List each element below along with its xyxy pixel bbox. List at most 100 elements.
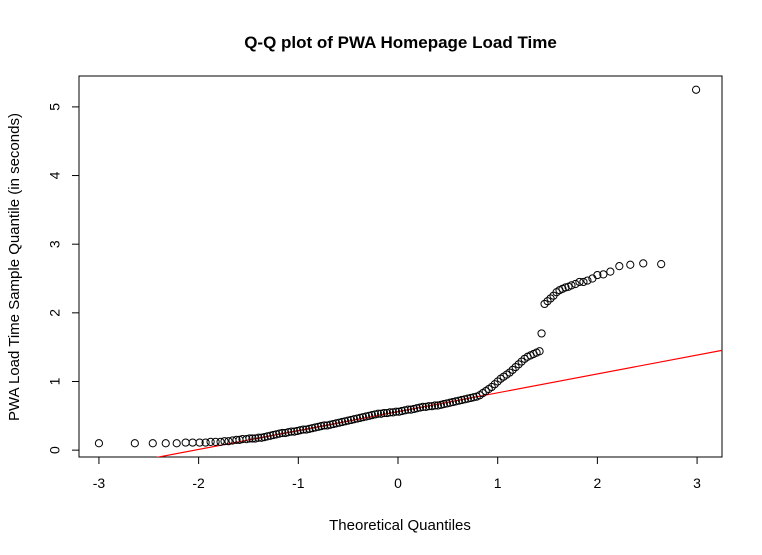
data-point: [397, 406, 407, 416]
data-point: [457, 395, 466, 405]
data-point: [323, 421, 332, 430]
data-point: [430, 401, 439, 410]
data-point: [424, 402, 434, 411]
data-point: [454, 396, 463, 405]
data-point: [376, 409, 386, 418]
data-point: [505, 368, 514, 377]
data-point: [514, 360, 523, 369]
y-tick-label: 2: [47, 309, 63, 317]
data-point: [657, 259, 666, 269]
data-point: [290, 427, 299, 436]
data-point: [567, 281, 576, 290]
data-point: [593, 270, 602, 280]
data-point: [517, 357, 526, 366]
data-point: [535, 347, 544, 356]
data-point: [206, 437, 215, 446]
data-point: [463, 394, 472, 403]
data-point: [335, 418, 344, 427]
x-tick-label: -3: [93, 475, 106, 491]
data-point: [94, 439, 104, 448]
data-point: [442, 399, 451, 408]
data-point: [373, 409, 383, 418]
data-point: [418, 402, 428, 411]
x-axis: -3 -2 -1 0 1 2 3: [93, 456, 701, 491]
data-point: [406, 405, 416, 414]
data-point: [362, 412, 371, 421]
reference-line-group: [155, 349, 722, 457]
data-point: [338, 417, 347, 427]
y-tick-label: 3: [47, 240, 63, 248]
data-point: [269, 430, 278, 440]
data-point: [691, 85, 701, 94]
data-point: [211, 437, 220, 446]
data-point: [427, 402, 437, 411]
data-point: [583, 276, 592, 285]
data-point: [224, 437, 233, 446]
data-point: [460, 395, 469, 404]
data-point: [490, 380, 499, 389]
qq-reference-line: [155, 349, 722, 457]
data-point: [639, 259, 648, 268]
data-point: [421, 402, 431, 411]
data-point: [344, 416, 353, 425]
data-point: [433, 401, 442, 410]
data-point: [370, 410, 380, 419]
data-point: [543, 297, 552, 306]
data-point: [260, 432, 269, 442]
data-point: [161, 439, 170, 448]
data-point: [305, 424, 314, 433]
data-point: [400, 406, 410, 415]
data-point: [216, 437, 225, 446]
chart-title: Q-Q plot of PWA Homepage Load Time: [244, 33, 557, 52]
data-point: [293, 426, 302, 436]
data-point: [599, 270, 608, 279]
data-point: [281, 428, 290, 438]
data-point: [245, 434, 254, 443]
data-point: [493, 377, 502, 386]
data-point: [359, 413, 368, 422]
data-point: [403, 405, 413, 414]
data-point: [347, 415, 356, 425]
data-point: [540, 299, 549, 309]
plot-box: [78, 75, 723, 458]
data-point: [326, 420, 335, 429]
x-tick-label: -1: [292, 475, 305, 491]
data-point: [579, 277, 588, 287]
data-point: [257, 433, 266, 442]
data-point: [284, 428, 293, 437]
data-point: [220, 437, 229, 446]
data-point: [148, 439, 157, 448]
data-point: [445, 398, 454, 407]
data-point: [201, 438, 210, 447]
data-point: [385, 408, 395, 417]
data-point: [332, 419, 341, 428]
data-point: [188, 438, 197, 447]
data-point: [561, 283, 570, 292]
x-tick-label: 3: [693, 475, 701, 491]
y-tick-label: 0: [47, 446, 63, 454]
data-point: [251, 434, 260, 443]
data-point: [388, 408, 398, 417]
data-point: [391, 407, 401, 416]
data-point: [130, 439, 139, 448]
data-point: [439, 400, 448, 409]
data-point: [508, 365, 517, 374]
y-tick-label: 1: [47, 377, 63, 385]
data-point: [356, 413, 365, 422]
y-tick-label: 5: [47, 103, 63, 111]
data-point: [296, 426, 305, 435]
data-point: [341, 417, 350, 426]
data-point: [320, 421, 329, 430]
data-point: [181, 438, 190, 447]
x-tick-label: 1: [494, 475, 502, 491]
data-point: [382, 408, 392, 418]
y-axis-label: PWA Load Time Sample Quantile (in second…: [6, 113, 23, 421]
data-point: [575, 277, 584, 287]
data-points: [94, 85, 701, 448]
data-point: [254, 433, 263, 442]
data-point: [248, 434, 257, 443]
data-point: [353, 414, 362, 423]
data-point: [287, 427, 296, 436]
data-point: [466, 393, 475, 403]
